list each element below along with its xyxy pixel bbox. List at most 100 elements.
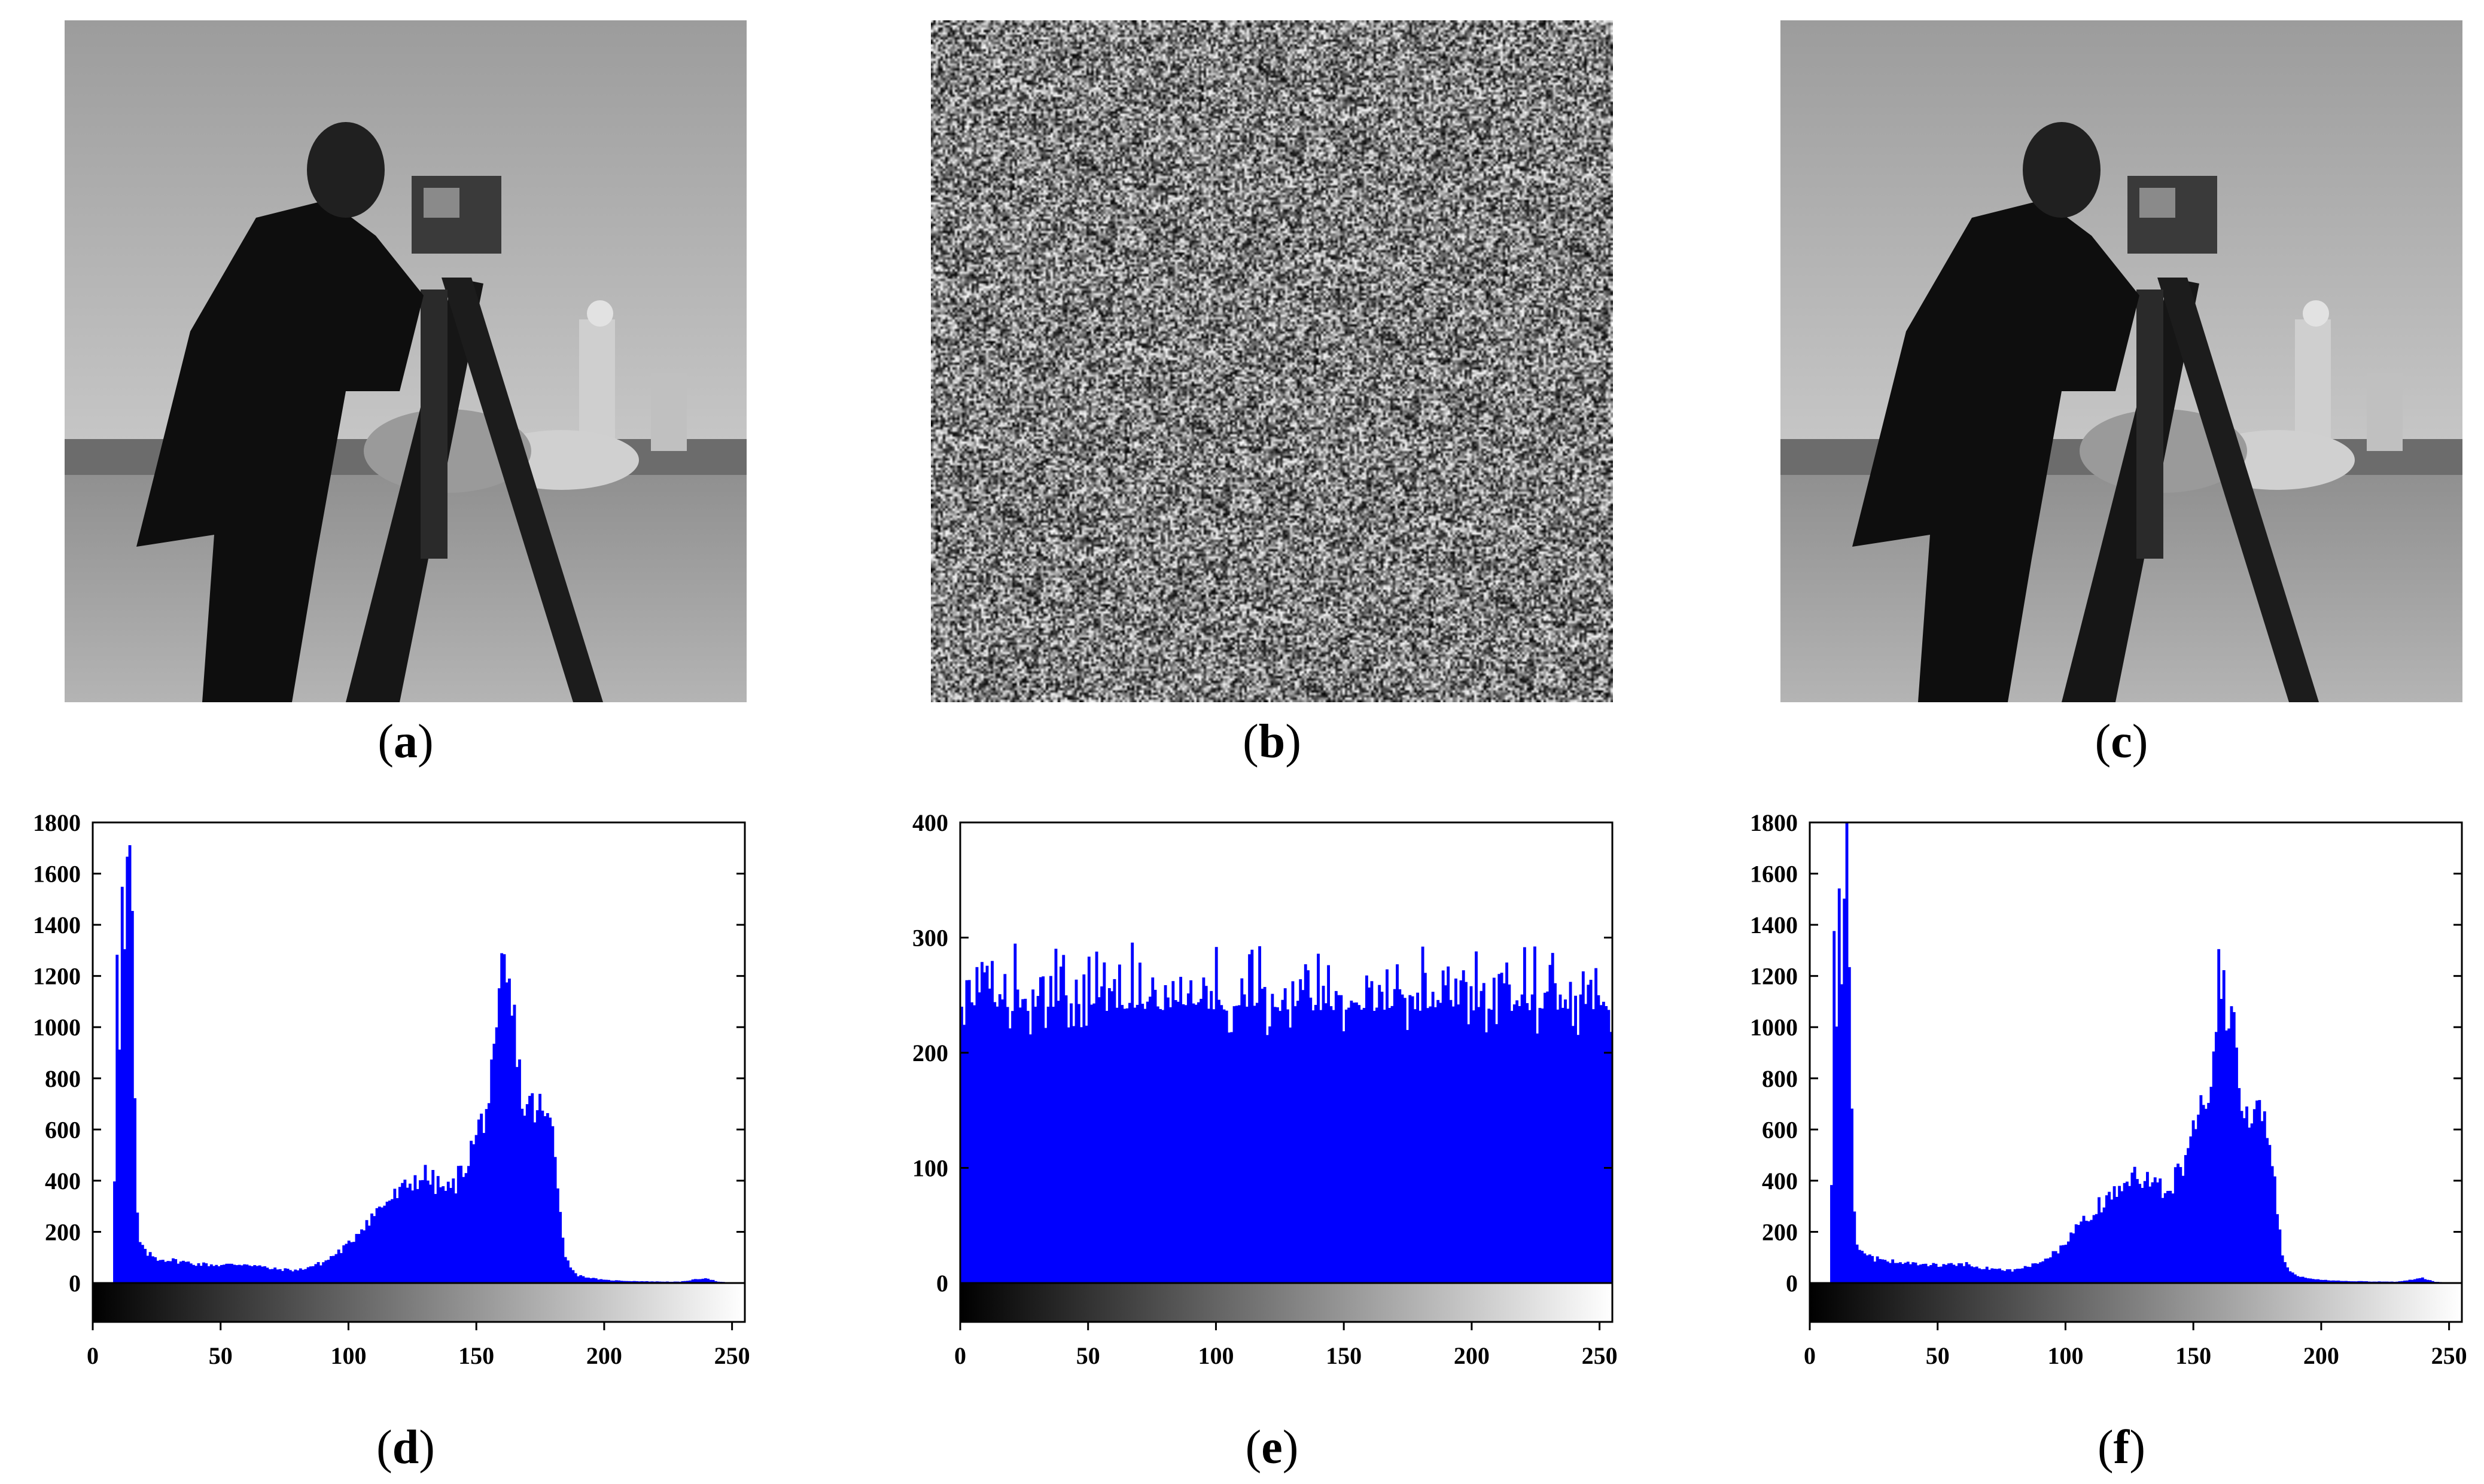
histogram-bar [2255, 1100, 2258, 1283]
histogram-bar [154, 1257, 157, 1283]
histogram-bar [403, 1180, 407, 1283]
histogram-bar [253, 1265, 257, 1283]
histogram-bar [1057, 1001, 1060, 1283]
histogram-bar [1151, 977, 1155, 1283]
histogram-bar [1136, 1004, 1139, 1283]
histogram-bar [268, 1269, 272, 1283]
histogram-bar [205, 1263, 208, 1283]
histogram-bar [549, 1117, 552, 1283]
histogram-bar [1293, 1006, 1297, 1283]
y-tick-label: 200 [45, 1218, 81, 1245]
histogram-bar [1166, 997, 1170, 1283]
histogram-bar [566, 1260, 570, 1283]
histogram-bar [1972, 1267, 1976, 1283]
histogram-bar [1062, 955, 1066, 1283]
histogram-bar [630, 1281, 634, 1283]
histogram-bar [2245, 1106, 2248, 1283]
histogram-bar [2347, 1281, 2351, 1283]
histogram-bar [2118, 1186, 2121, 1283]
histogram-bar [2049, 1257, 2053, 1283]
histogram-bar [2016, 1269, 2019, 1283]
histogram-bar [1998, 1268, 2001, 1283]
caption-f: (f) [2098, 1421, 2145, 1474]
histogram-bar [1077, 1004, 1080, 1283]
histogram-bar [2092, 1215, 2096, 1283]
histogram-bar [1830, 1185, 1833, 1283]
histogram-bar [1006, 1007, 1009, 1283]
histogram-bar [1855, 1244, 1859, 1283]
histogram-bar [1459, 980, 1463, 1283]
histogram-bar [2240, 1111, 2243, 1283]
histogram-bar [1858, 1250, 1861, 1283]
histogram-bar [1881, 1259, 1885, 1283]
histogram-bar [291, 1271, 294, 1283]
histogram-bar [1054, 949, 1058, 1283]
histogram-bar [1561, 1007, 1564, 1283]
histogram-bar [1289, 1027, 1292, 1283]
histogram-bar [632, 1281, 636, 1283]
histogram-bar [490, 1059, 494, 1283]
histogram-bar [1090, 1004, 1094, 1283]
histogram-bar [248, 1265, 251, 1283]
histogram-bar [1207, 1008, 1210, 1283]
histogram-bar [1052, 1007, 1055, 1283]
y-tick-label: 200 [912, 1040, 948, 1066]
histogram-bar [993, 1002, 997, 1283]
histogram-bar [1375, 1007, 1378, 1283]
histogram-bar [681, 1281, 684, 1283]
y-tick-label: 800 [45, 1065, 81, 1092]
histogram-bar [970, 1002, 973, 1283]
histogram-bar [2278, 1229, 2282, 1283]
histogram-bar [978, 992, 981, 1283]
histogram-bar [2189, 1136, 2193, 1283]
histogram-bar [975, 967, 979, 1283]
histogram-bar [2225, 1030, 2228, 1283]
histogram-bar [701, 1278, 705, 1283]
histogram-bar [1955, 1266, 1958, 1283]
histogram-bar [1457, 1004, 1460, 1283]
histogram-bar [2408, 1279, 2412, 1283]
histogram-bar [533, 1122, 537, 1283]
histogram-bar [2286, 1267, 2290, 1283]
encrypted-image [931, 20, 1613, 702]
histogram-bar [2334, 1280, 2337, 1283]
histogram-bar [312, 1266, 315, 1283]
histogram-bar [503, 954, 506, 1283]
histogram-bar [1123, 1008, 1127, 1283]
histogram-d: 0 200 400 600 800 1000 1200 1400 1600 1800 0 50 100 1… [0, 802, 778, 1369]
histogram-bar [2036, 1263, 2039, 1283]
histogram-bar [1584, 1004, 1588, 1283]
histogram-bar [1314, 1005, 1317, 1283]
histogram-bar [1873, 1261, 1877, 1283]
histogram-bar [1929, 1264, 1932, 1283]
histogram-bar [1189, 980, 1193, 1283]
histogram-bar [535, 1110, 539, 1283]
histogram-bar [546, 1113, 549, 1283]
histogram-bar [1609, 1032, 1613, 1283]
histogram-bar [299, 1268, 302, 1283]
histogram-bar [1421, 946, 1424, 1283]
histogram-bar [416, 1189, 419, 1283]
histogram-bar [1853, 1211, 1856, 1283]
histogram-bar [559, 1212, 562, 1283]
histogram-bar [1896, 1263, 1899, 1283]
histogram-bar [1899, 1262, 1902, 1283]
histogram-bar [1482, 983, 1485, 1283]
histogram-bar [1186, 993, 1190, 1283]
histogram-bar [477, 1119, 480, 1283]
histogram-bar [1983, 1269, 1986, 1283]
histogram-bar [645, 1281, 649, 1283]
histogram-bar [1322, 986, 1325, 1283]
histogram-bar [1141, 1004, 1144, 1283]
histogram-bar [538, 1093, 541, 1283]
histogram-bar [1253, 1005, 1256, 1283]
histogram-bar [144, 1248, 147, 1283]
histogram-bar [1932, 1263, 1935, 1283]
histogram-bar [2416, 1278, 2419, 1283]
histogram-bar [1365, 975, 1368, 1283]
histogram-bar [1558, 994, 1562, 1283]
histogram-bar [2110, 1199, 2114, 1283]
histogram-bar [304, 1269, 308, 1283]
x-tick-label: 250 [1582, 1342, 1618, 1369]
histogram-bar [963, 1025, 966, 1283]
